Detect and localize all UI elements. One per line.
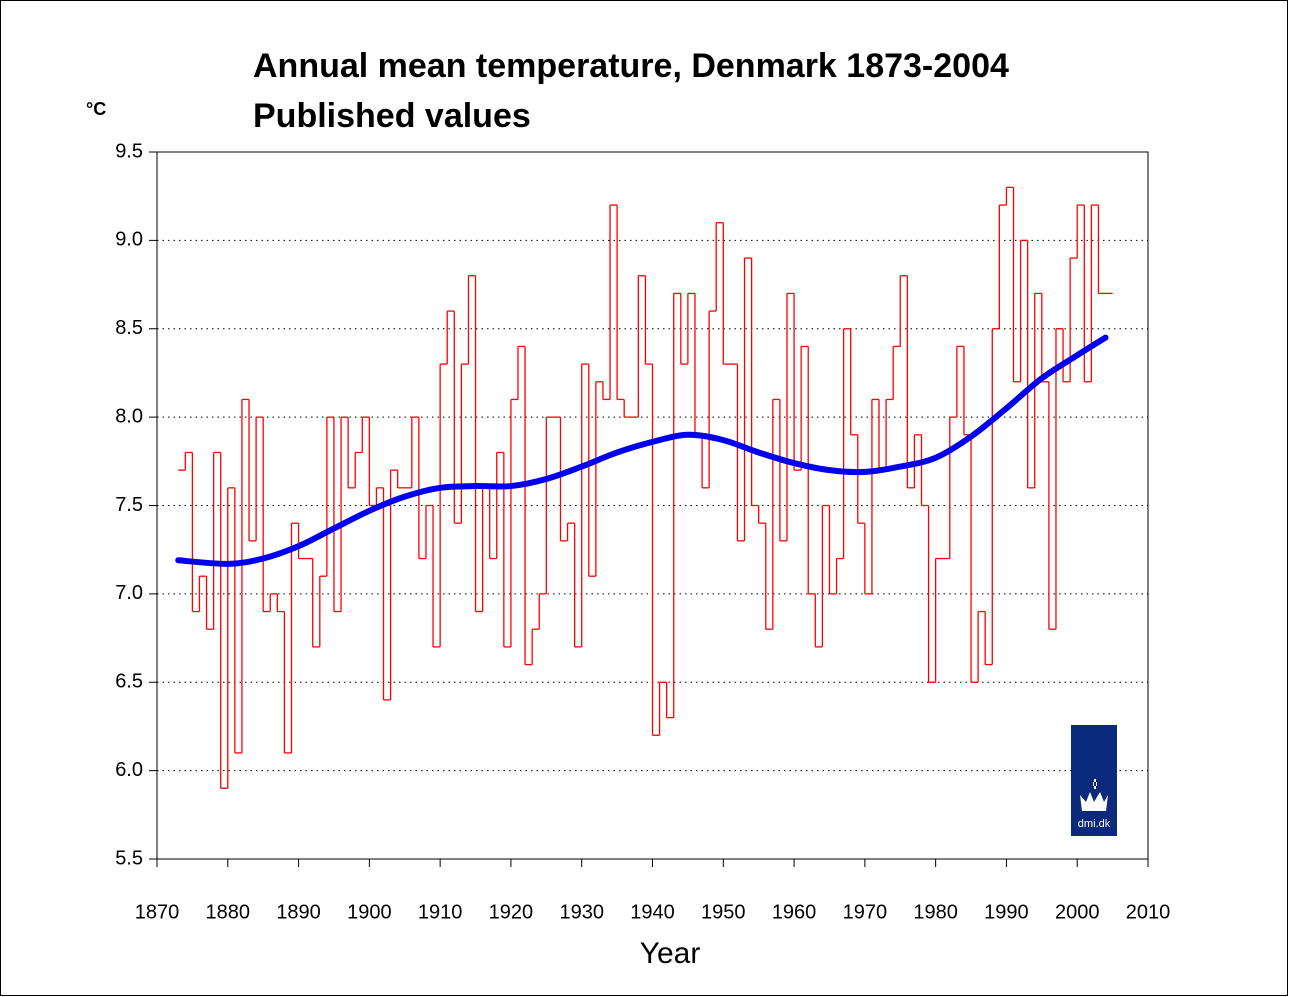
chart-subtitle: Published values (253, 97, 531, 135)
trend-line (175, 334, 1109, 567)
x-tick-label: 1880 (206, 901, 251, 923)
x-tick-label: 1980 (913, 901, 958, 923)
logo: dmi.dk (1071, 725, 1117, 836)
y-tick-label: 7.5 (115, 494, 143, 516)
y-tick-label: 8.0 (115, 405, 143, 427)
x-tick-label: 1920 (489, 901, 534, 923)
y-axis-label: °C (86, 99, 106, 119)
y-tick-label: 7.0 (115, 582, 143, 604)
x-tick-label: 1960 (772, 901, 817, 923)
y-tick-label: 8.5 (115, 317, 143, 339)
x-tick-label: 1970 (843, 901, 888, 923)
x-tick-label: 1910 (418, 901, 463, 923)
y-tick-label: 5.5 (115, 847, 143, 869)
logo-text: dmi.dk (1078, 818, 1111, 830)
x-tick-label: 1890 (276, 901, 321, 923)
y-tick-label: 9.0 (115, 229, 143, 251)
chart-title: Annual mean temperature, Denmark 1873-20… (253, 47, 1009, 85)
y-tick-label: 6.0 (115, 759, 143, 781)
x-tick-label: 1900 (347, 901, 392, 923)
x-tick-label: 2000 (1055, 901, 1100, 923)
plot-frame (156, 151, 1149, 860)
x-tick-label: 1950 (701, 901, 746, 923)
x-tick-label: 1870 (135, 901, 180, 923)
x-axis-label: Year (640, 937, 701, 970)
y-tick-label: 6.5 (115, 671, 143, 693)
x-tick-label: 1940 (630, 901, 675, 923)
y-tick-label: 9.5 (115, 140, 143, 162)
x-tick-label: 1990 (984, 901, 1029, 923)
x-tick-label: 2010 (1126, 901, 1171, 923)
x-tick-label: 1930 (559, 901, 604, 923)
logo-crown (1080, 779, 1108, 811)
